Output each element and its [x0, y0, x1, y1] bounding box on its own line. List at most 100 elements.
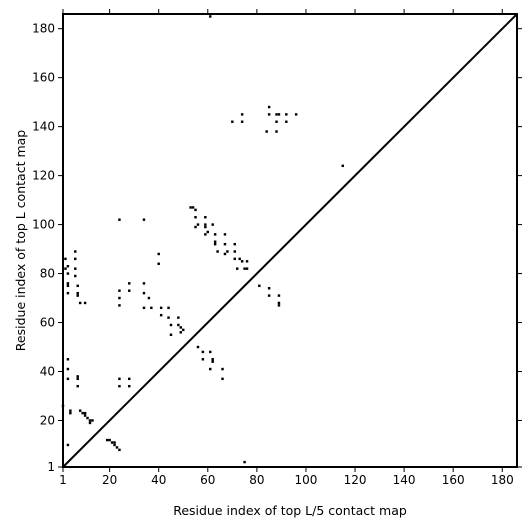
y-axis-title: Residue index of top L contact map	[13, 130, 28, 351]
contact-point	[83, 414, 87, 417]
contact-point	[204, 223, 207, 226]
y-tick-label: 180	[32, 22, 55, 36]
contact-point	[240, 120, 244, 123]
contact-point	[64, 257, 67, 261]
contact-point	[243, 460, 246, 464]
contact-point	[76, 284, 79, 288]
contact-point	[142, 282, 146, 285]
x-tick-label: 100	[294, 473, 317, 487]
contact-point	[194, 225, 197, 229]
contact-point	[66, 358, 70, 361]
contact-point	[66, 443, 70, 447]
contact-point	[179, 326, 183, 329]
contact-point	[223, 242, 227, 246]
contact-point	[66, 284, 70, 288]
contact-point	[91, 419, 94, 422]
contact-point	[142, 291, 146, 295]
contact-point	[147, 296, 151, 300]
contact-point	[76, 377, 79, 381]
contact-point	[206, 230, 210, 234]
contact-point	[216, 250, 219, 253]
contact-point	[265, 130, 268, 133]
contact-point	[204, 225, 207, 229]
contact-point	[113, 441, 116, 444]
contact-point	[177, 316, 180, 319]
contact-point	[169, 323, 173, 327]
x-tick-label: 80	[249, 473, 264, 487]
contact-point	[159, 306, 163, 310]
contact-point	[285, 120, 288, 123]
contact-point	[267, 294, 271, 297]
contact-point	[118, 289, 121, 292]
contact-point	[213, 240, 217, 243]
contact-point	[74, 250, 77, 253]
contact-point	[128, 384, 131, 388]
contact-point	[167, 316, 170, 319]
contact-point	[66, 367, 70, 371]
contact-point	[213, 242, 217, 246]
contact-point	[66, 272, 70, 275]
data-points	[61, 15, 344, 464]
contact-point	[88, 421, 92, 425]
contact-point	[233, 242, 237, 246]
contact-point	[179, 331, 183, 334]
contact-point	[341, 164, 344, 168]
x-tick-label: 140	[393, 473, 416, 487]
contact-point	[64, 267, 67, 270]
y-tick-label: 120	[32, 169, 55, 183]
contact-point	[236, 267, 239, 270]
contact-point	[128, 282, 131, 285]
plot-frame	[62, 13, 518, 468]
contact-point	[118, 377, 121, 381]
contact-point	[128, 377, 131, 381]
contact-point	[74, 257, 77, 261]
contact-point	[66, 291, 70, 295]
contact-point	[221, 367, 224, 371]
contact-point	[76, 294, 79, 297]
y-tick-label: 160	[32, 71, 55, 85]
contact-point	[211, 223, 214, 226]
contact-point	[78, 409, 82, 412]
contact-point	[231, 120, 234, 123]
y-tick-label: 1	[47, 460, 55, 474]
contact-point	[245, 267, 249, 270]
contact-point	[226, 250, 229, 253]
contact-point	[209, 350, 212, 354]
y-tick-label: 80	[40, 267, 55, 281]
contact-point	[74, 267, 77, 270]
x-tick-label: 60	[200, 473, 215, 487]
x-tick-label: 160	[442, 473, 465, 487]
contact-point	[76, 384, 79, 388]
contact-point	[275, 130, 278, 133]
contact-point	[277, 113, 281, 116]
contact-point	[196, 345, 200, 349]
contact-point	[128, 289, 131, 292]
contact-point	[267, 105, 271, 109]
x-axis-title: Residue index of top L/5 contact map	[173, 503, 407, 518]
y-tick-label: 20	[40, 413, 55, 427]
contact-point	[118, 384, 121, 388]
contact-point	[267, 287, 271, 290]
contact-point	[285, 113, 288, 116]
contact-point	[277, 294, 281, 297]
contact-point	[74, 274, 77, 278]
contact-point	[69, 409, 72, 412]
x-tick-label: 120	[344, 473, 367, 487]
contact-point	[66, 377, 70, 381]
contact-point	[221, 377, 224, 381]
contact-point	[76, 375, 79, 378]
contact-point	[105, 438, 109, 442]
contact-point	[277, 301, 281, 305]
contact-point	[177, 323, 180, 327]
contact-point	[118, 218, 121, 221]
diagonal-line	[62, 13, 518, 468]
contact-point	[209, 15, 212, 18]
x-tick-label: 20	[102, 473, 117, 487]
contact-point	[277, 304, 281, 307]
contact-point	[118, 448, 121, 452]
contact-point	[118, 296, 121, 300]
contact-point	[191, 206, 195, 209]
contact-point	[240, 260, 244, 263]
contact-point	[223, 233, 227, 236]
